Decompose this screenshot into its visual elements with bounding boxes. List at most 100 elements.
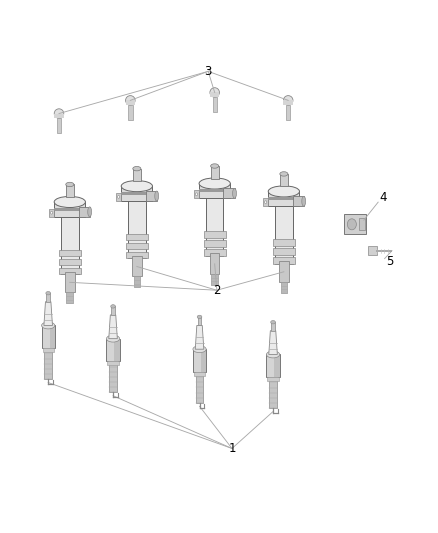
Text: 3: 3 xyxy=(205,65,212,78)
FancyBboxPatch shape xyxy=(275,199,293,264)
FancyBboxPatch shape xyxy=(268,191,300,206)
Ellipse shape xyxy=(233,189,237,198)
FancyBboxPatch shape xyxy=(114,338,120,361)
FancyBboxPatch shape xyxy=(66,184,74,197)
FancyBboxPatch shape xyxy=(274,354,280,377)
FancyBboxPatch shape xyxy=(111,306,115,315)
Ellipse shape xyxy=(302,196,306,206)
FancyBboxPatch shape xyxy=(49,326,55,348)
Ellipse shape xyxy=(283,95,293,105)
FancyBboxPatch shape xyxy=(268,377,279,381)
FancyBboxPatch shape xyxy=(263,198,268,206)
FancyBboxPatch shape xyxy=(268,197,300,200)
FancyBboxPatch shape xyxy=(67,292,73,303)
Ellipse shape xyxy=(199,178,230,189)
FancyBboxPatch shape xyxy=(126,100,135,105)
FancyBboxPatch shape xyxy=(293,196,304,206)
Polygon shape xyxy=(44,302,53,326)
FancyBboxPatch shape xyxy=(46,293,50,302)
Ellipse shape xyxy=(117,196,120,198)
FancyBboxPatch shape xyxy=(216,191,224,256)
FancyBboxPatch shape xyxy=(59,268,81,274)
FancyBboxPatch shape xyxy=(128,193,146,259)
FancyBboxPatch shape xyxy=(42,326,55,348)
Polygon shape xyxy=(269,331,277,354)
Text: 5: 5 xyxy=(386,255,393,268)
Ellipse shape xyxy=(126,95,135,105)
FancyBboxPatch shape xyxy=(128,105,133,120)
FancyBboxPatch shape xyxy=(194,372,205,376)
Ellipse shape xyxy=(347,219,357,230)
FancyBboxPatch shape xyxy=(281,281,287,293)
FancyBboxPatch shape xyxy=(42,348,54,352)
FancyBboxPatch shape xyxy=(79,207,90,217)
Ellipse shape xyxy=(197,315,202,319)
FancyBboxPatch shape xyxy=(61,209,79,274)
FancyBboxPatch shape xyxy=(199,189,230,192)
FancyBboxPatch shape xyxy=(359,219,365,230)
FancyBboxPatch shape xyxy=(212,273,218,285)
FancyBboxPatch shape xyxy=(280,174,288,187)
FancyBboxPatch shape xyxy=(146,191,157,201)
FancyBboxPatch shape xyxy=(266,354,280,377)
FancyBboxPatch shape xyxy=(116,193,121,201)
FancyBboxPatch shape xyxy=(59,259,81,265)
FancyBboxPatch shape xyxy=(65,272,74,292)
FancyBboxPatch shape xyxy=(199,183,230,198)
FancyBboxPatch shape xyxy=(271,322,275,331)
FancyBboxPatch shape xyxy=(211,166,219,179)
FancyBboxPatch shape xyxy=(204,240,226,247)
Ellipse shape xyxy=(54,196,85,207)
Ellipse shape xyxy=(155,191,159,201)
FancyBboxPatch shape xyxy=(121,186,152,201)
FancyBboxPatch shape xyxy=(49,209,54,217)
FancyBboxPatch shape xyxy=(54,202,85,217)
FancyBboxPatch shape xyxy=(132,256,141,276)
FancyBboxPatch shape xyxy=(344,214,367,235)
Ellipse shape xyxy=(50,212,53,214)
FancyBboxPatch shape xyxy=(126,234,148,240)
FancyBboxPatch shape xyxy=(196,372,203,403)
Ellipse shape xyxy=(88,207,92,217)
FancyBboxPatch shape xyxy=(109,361,117,392)
FancyBboxPatch shape xyxy=(223,189,234,198)
FancyBboxPatch shape xyxy=(210,253,219,273)
FancyBboxPatch shape xyxy=(54,208,85,211)
Text: 2: 2 xyxy=(213,284,221,297)
FancyBboxPatch shape xyxy=(44,348,52,379)
Polygon shape xyxy=(195,326,204,349)
Ellipse shape xyxy=(42,322,55,329)
FancyBboxPatch shape xyxy=(133,168,141,181)
FancyBboxPatch shape xyxy=(269,377,277,408)
FancyBboxPatch shape xyxy=(194,190,199,198)
FancyBboxPatch shape xyxy=(286,105,290,120)
Ellipse shape xyxy=(265,201,267,204)
FancyBboxPatch shape xyxy=(368,246,377,255)
FancyBboxPatch shape xyxy=(71,209,80,274)
FancyBboxPatch shape xyxy=(193,349,206,372)
FancyBboxPatch shape xyxy=(126,243,148,249)
Polygon shape xyxy=(109,315,117,338)
FancyBboxPatch shape xyxy=(198,317,201,326)
Ellipse shape xyxy=(266,351,280,358)
FancyBboxPatch shape xyxy=(279,261,289,281)
Ellipse shape xyxy=(111,305,115,308)
FancyBboxPatch shape xyxy=(273,248,295,255)
FancyBboxPatch shape xyxy=(59,250,81,256)
FancyBboxPatch shape xyxy=(107,361,119,365)
FancyBboxPatch shape xyxy=(138,193,147,259)
FancyBboxPatch shape xyxy=(201,349,206,372)
Ellipse shape xyxy=(46,292,50,295)
Text: 4: 4 xyxy=(380,191,387,205)
FancyBboxPatch shape xyxy=(283,100,293,105)
Ellipse shape xyxy=(66,182,74,187)
Ellipse shape xyxy=(121,181,152,192)
Ellipse shape xyxy=(106,335,120,342)
FancyBboxPatch shape xyxy=(273,257,295,264)
Ellipse shape xyxy=(211,164,219,168)
FancyBboxPatch shape xyxy=(134,276,140,287)
Ellipse shape xyxy=(268,186,300,197)
Ellipse shape xyxy=(271,320,276,324)
FancyBboxPatch shape xyxy=(212,97,217,112)
FancyBboxPatch shape xyxy=(204,249,226,256)
